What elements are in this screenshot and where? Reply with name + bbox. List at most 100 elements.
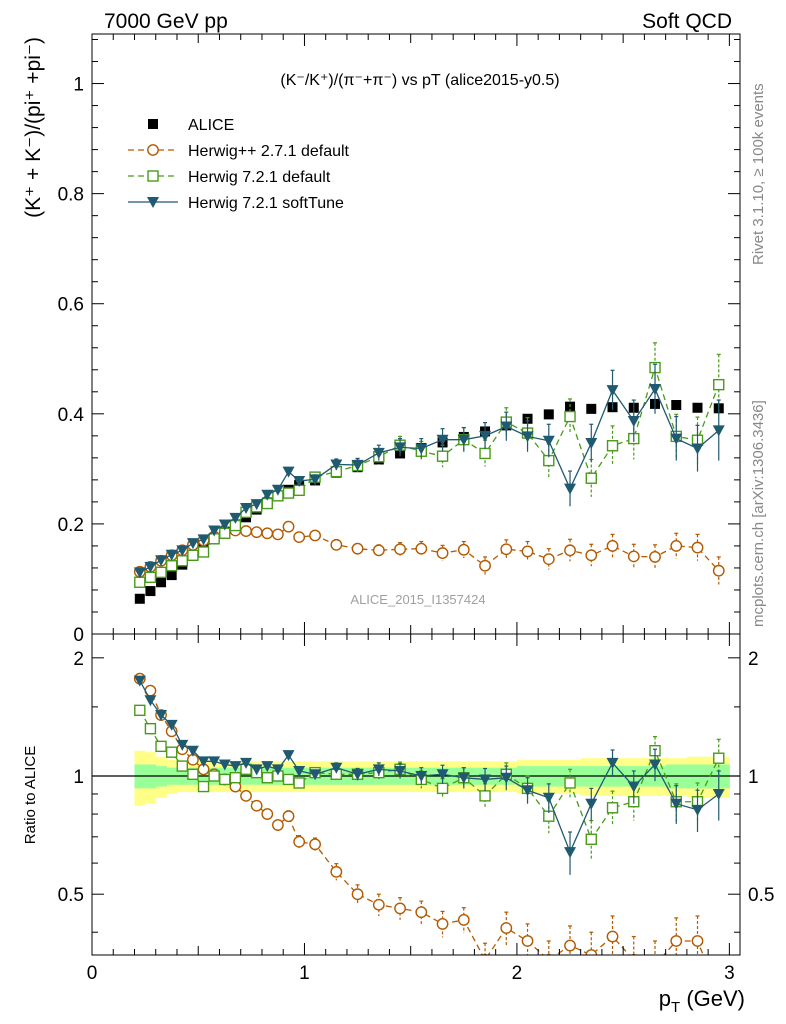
- ratio-point: [564, 777, 576, 789]
- ratio-point: [330, 762, 343, 774]
- legend-label: Herwig 7.2.1 default: [188, 169, 331, 186]
- ratio-panel: 0.5 0.5 1 1 2 2 0 1 2 3 Ratio to ALICE pT (GeV): [22, 633, 774, 1016]
- ratio-point: [649, 759, 662, 771]
- rivet-label: Rivet 3.1.10, ≥ 100k events: [750, 83, 767, 265]
- legend-item: ALICE: [148, 117, 234, 134]
- main-point: [155, 566, 167, 579]
- main-point: [585, 549, 598, 562]
- main-point: [176, 545, 189, 557]
- x-tick-label: 0: [87, 963, 98, 984]
- main-series-line: [139, 525, 720, 573]
- main-point: [330, 538, 343, 551]
- legend-label: Herwig 7.2.1 softTune: [188, 195, 344, 212]
- main-point: [542, 435, 555, 447]
- main-point: [436, 434, 449, 446]
- ratio-point: [691, 935, 704, 947]
- main-point: [218, 519, 231, 531]
- main-point: [564, 544, 576, 557]
- ratio-point: [261, 772, 273, 784]
- main-point: [691, 541, 704, 554]
- main-point: [165, 560, 178, 572]
- ratio-point: [293, 777, 305, 789]
- main-point: [457, 434, 470, 446]
- main-point: [436, 547, 449, 559]
- ratio-point: [627, 781, 640, 793]
- main-point: [261, 489, 274, 501]
- main-point: [134, 593, 145, 604]
- ratio-point: [606, 930, 619, 943]
- main-point: [500, 421, 513, 433]
- ratio-point: [330, 865, 343, 878]
- ratio-point: [630, 954, 637, 955]
- ratio-point: [606, 757, 619, 769]
- xlabel-unit: (GeV): [680, 986, 745, 1011]
- ratio-point: [436, 782, 449, 795]
- main-point: [712, 425, 725, 437]
- main-point: [145, 586, 156, 597]
- ratio-point: [219, 773, 231, 786]
- ratio-point: [261, 808, 274, 820]
- main-point: [133, 567, 146, 579]
- ratio-point: [218, 759, 231, 771]
- ratio-point: [187, 768, 199, 781]
- ratio-series-line: [139, 678, 704, 955]
- main-point: [261, 527, 274, 540]
- ratio-point: [351, 888, 364, 901]
- ratio-point: [250, 799, 263, 812]
- mcplots-label: mcplots.cern.ch [arXiv:1306.3436]: [750, 400, 767, 627]
- main-point: [282, 466, 295, 478]
- main-point: [155, 555, 168, 567]
- ratio-point: [240, 789, 252, 802]
- x-tick-label: 1: [299, 963, 310, 984]
- ratio-point: [479, 790, 491, 802]
- ratio-point: [436, 769, 449, 781]
- main-series-3: [133, 363, 725, 579]
- header-right: Soft QCD: [642, 10, 732, 33]
- ratio-point: [564, 939, 576, 952]
- main-point: [186, 538, 199, 550]
- ratio-point: [585, 833, 597, 845]
- y-tick-label: 0.4: [58, 405, 85, 426]
- ratio-point: [250, 764, 263, 776]
- main-point: [649, 551, 661, 563]
- main-point: [521, 545, 534, 558]
- main-point: [436, 450, 449, 462]
- legend-marker: [147, 197, 159, 208]
- main-title: (K⁻/K⁺)/(π⁻+π⁻) vs pT (alice2015-y0.5): [280, 72, 559, 89]
- legend-item: Herwig++ 2.7.1 default: [128, 143, 350, 160]
- ratio-point: [197, 756, 210, 768]
- ratio-y-tick-label-right: 0.5: [748, 885, 774, 906]
- ratio-point: [481, 954, 489, 955]
- ratio-point: [691, 804, 704, 816]
- main-point: [165, 549, 178, 561]
- ratio-y-tick-label: 0.5: [58, 885, 84, 906]
- main-point: [585, 437, 598, 449]
- main-point: [293, 531, 306, 544]
- main-point: [627, 550, 640, 563]
- main-point: [176, 555, 188, 567]
- ratio-point: [521, 785, 534, 797]
- ratio-point: [309, 769, 322, 781]
- ratio-series-2: [133, 675, 725, 875]
- main-point: [457, 543, 470, 556]
- main-point: [606, 385, 619, 397]
- xlabel-p: p: [659, 986, 671, 1011]
- legend: ALICE Herwig++ 2.7.1 default Herwig 7.2.1 …: [128, 117, 350, 212]
- main-point: [282, 487, 295, 499]
- ratio-point: [585, 798, 598, 810]
- ratio-point: [133, 675, 146, 687]
- ratio-point: [261, 761, 274, 773]
- ratio-point: [309, 838, 321, 851]
- main-point: [293, 475, 306, 487]
- main-point: [670, 540, 683, 552]
- main-point: [372, 447, 385, 459]
- main-point: [692, 402, 703, 413]
- main-point: [271, 484, 284, 496]
- ratio-point: [176, 760, 188, 772]
- ratio-ticks: 0.5 0.5 1 1 2 2 0 1 2 3: [58, 634, 774, 984]
- ratio-point: [293, 835, 306, 848]
- main-point: [240, 502, 253, 514]
- main-point: [309, 474, 322, 486]
- main-panel: 0 0.2 0.4 0.6 0.8 1 (K⁻/K⁺)/(π⁻+π⁻) vs pT (al…: [22, 33, 741, 646]
- ratio-point: [293, 765, 306, 777]
